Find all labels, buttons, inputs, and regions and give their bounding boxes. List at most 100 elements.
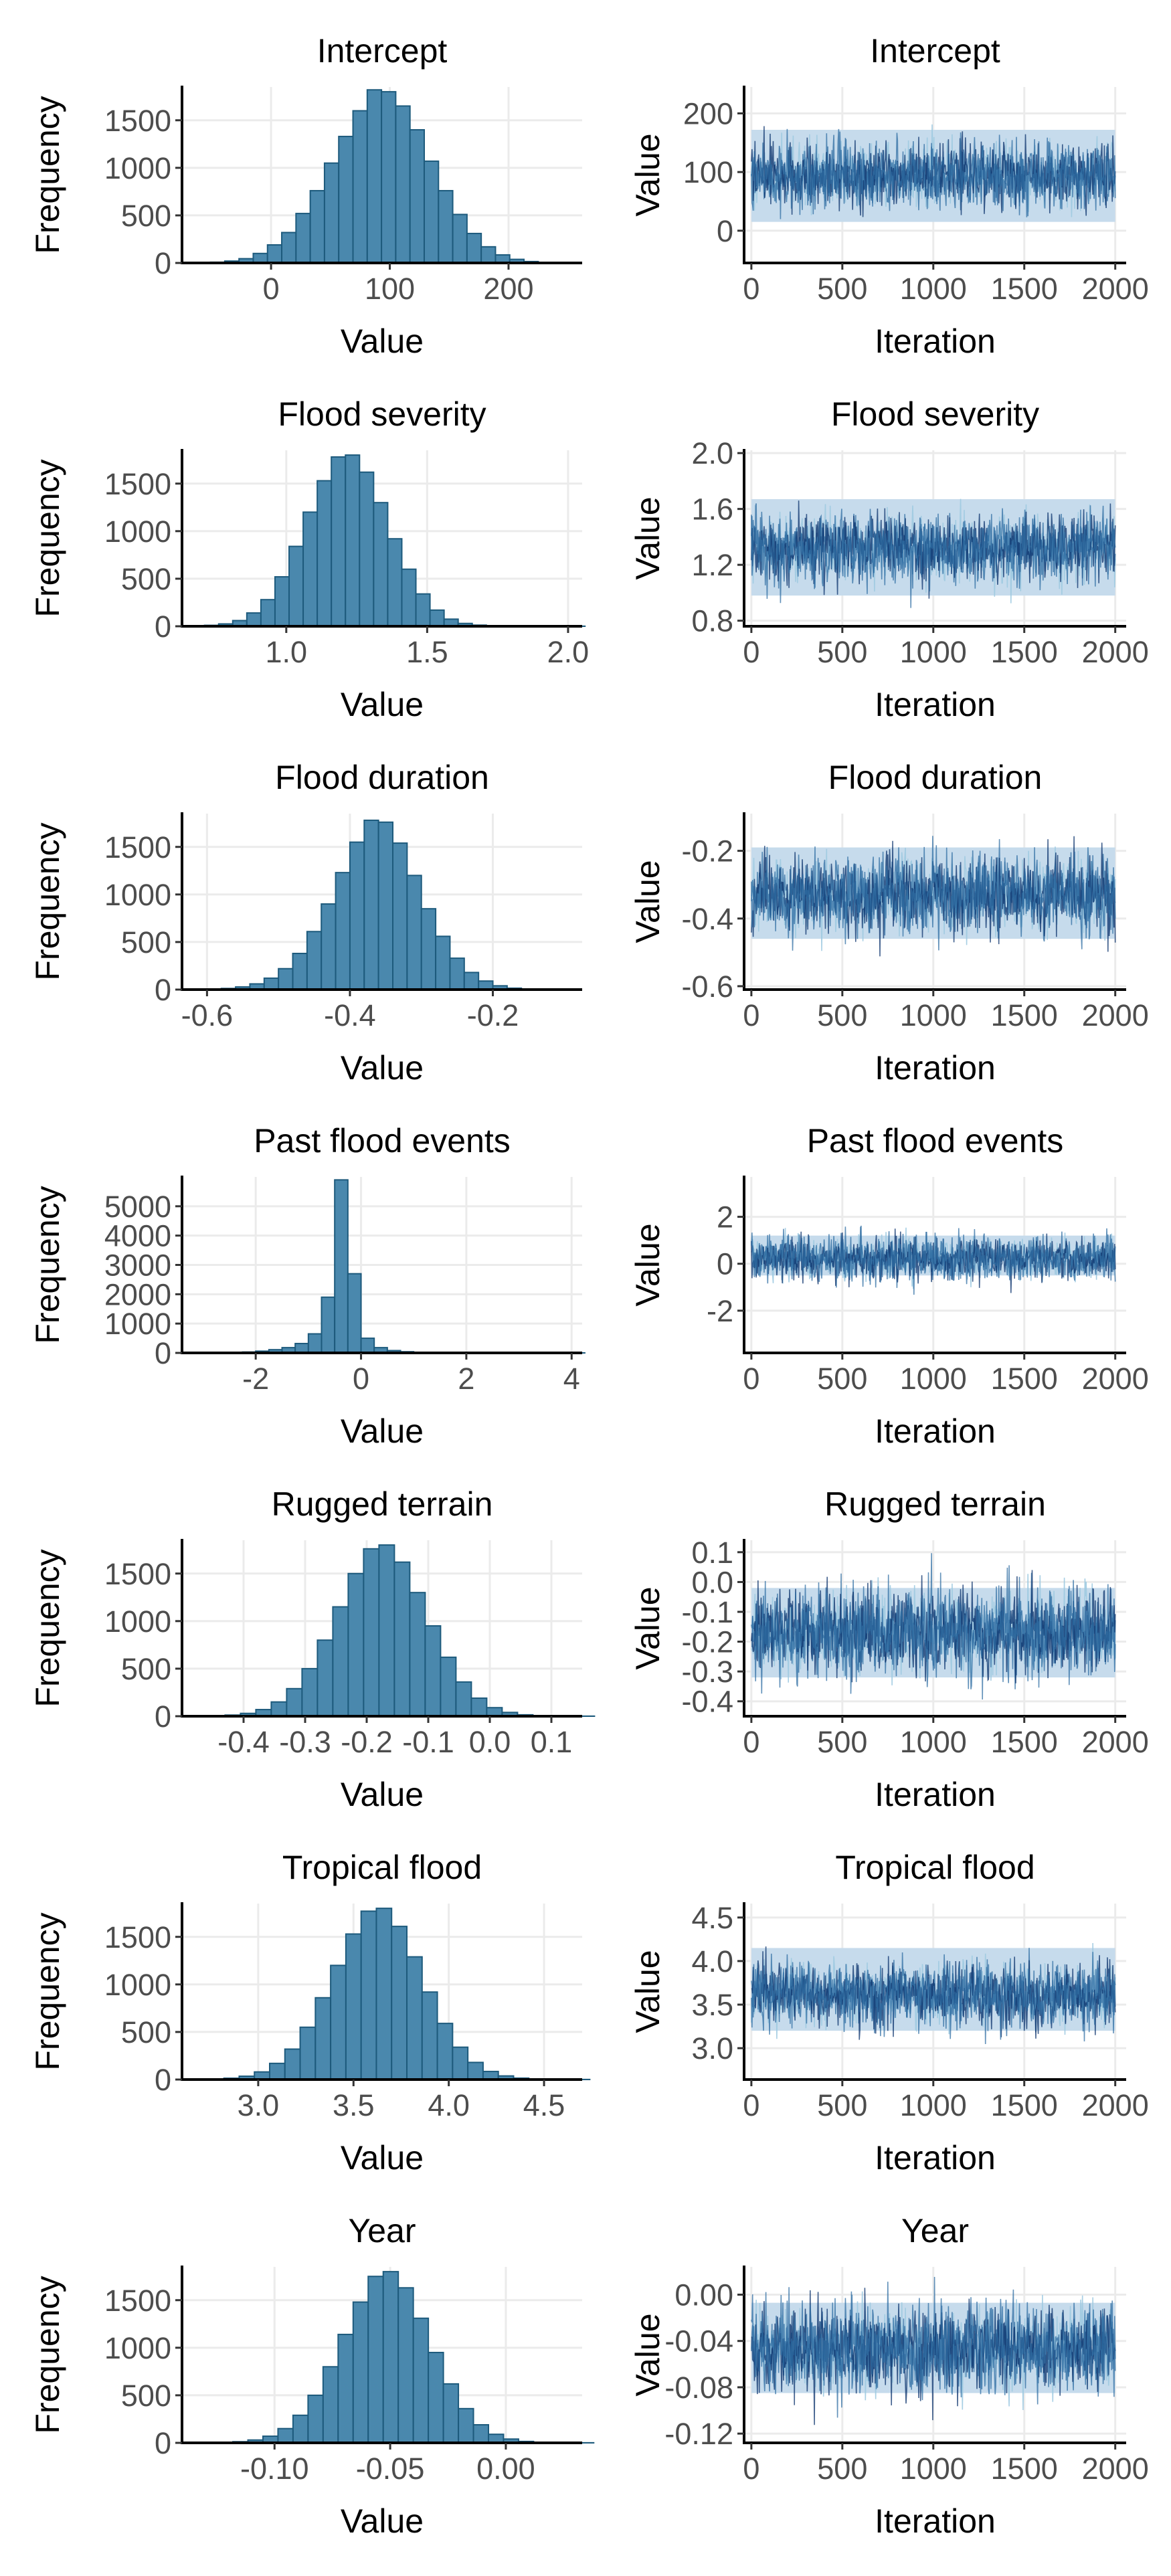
histogram-bar xyxy=(330,1964,347,2081)
histogram-bar xyxy=(455,1681,472,1717)
histogram-bar xyxy=(292,952,308,991)
x-tick-label: -0.3 xyxy=(279,1725,331,1759)
trace-panel-4: 0 500 1000 1500 2000 -0.4-0.3-0.2-0.10.00.1 Ru… xyxy=(629,1485,1149,1813)
x-axis-label: Value xyxy=(341,1412,424,1450)
x-tick-label: 500 xyxy=(817,272,867,306)
histogram-bar xyxy=(421,1991,438,2080)
x-tick-label: 1000 xyxy=(900,272,967,306)
y-axis-label: Frequency xyxy=(29,2276,66,2433)
y-tick-label: 0 xyxy=(155,973,171,1007)
y-tick-label: -0.3 xyxy=(681,1655,733,1689)
histogram-bar xyxy=(347,1572,365,1718)
mcmc-chain-4 xyxy=(751,1952,1116,2045)
histogram-bar xyxy=(367,2276,384,2444)
y-tick-label: -0.1 xyxy=(681,1595,733,1629)
histogram-bar xyxy=(286,1687,303,1717)
histogram-bar xyxy=(363,819,379,990)
x-axis-label: Value xyxy=(341,1776,424,1813)
histogram-bar xyxy=(395,105,411,264)
x-tick-label: 500 xyxy=(817,1725,867,1759)
x-tick-label: 2000 xyxy=(1082,2452,1149,2486)
mcmc-chain-4 xyxy=(751,1226,1116,1288)
histogram-bar xyxy=(470,1697,488,1718)
x-axis-label: Iteration xyxy=(875,323,996,360)
y-tick-label: -0.4 xyxy=(681,1685,733,1719)
histogram-panel-2: -0.6 -0.4 -0.2 0 500 1000 1500 Flood duration Va… xyxy=(29,759,582,1087)
histogram-bar xyxy=(377,821,394,990)
y-tick-label: 500 xyxy=(121,1652,171,1686)
x-tick-label: 0 xyxy=(743,1725,759,1759)
x-tick-label: -0.2 xyxy=(467,998,519,1032)
histogram-bar xyxy=(458,2407,474,2444)
x-axis-label: Iteration xyxy=(875,2502,996,2540)
panel-title: Rugged terrain xyxy=(272,1485,493,1523)
y-axis-label: Frequency xyxy=(29,1186,66,1344)
histogram-bar xyxy=(352,110,368,264)
histogram-bar xyxy=(391,1926,408,2080)
y-tick-label: 1500 xyxy=(104,104,171,138)
y-tick-label: 200 xyxy=(683,96,733,130)
x-tick-label: 0.1 xyxy=(531,1725,573,1759)
x-tick-label: -2 xyxy=(242,1362,269,1396)
y-tick-label: 1500 xyxy=(104,467,171,501)
x-tick-label: 1000 xyxy=(900,2088,967,2122)
histogram-bar xyxy=(423,160,440,264)
histogram-bar xyxy=(321,903,337,991)
histogram-bar xyxy=(277,2427,294,2444)
y-axis-label: Frequency xyxy=(29,1549,66,1707)
y-tick-label: 500 xyxy=(121,199,171,233)
y-axis-label: Value xyxy=(629,2313,666,2396)
histogram-bar xyxy=(452,213,468,264)
histogram-bar xyxy=(472,2423,490,2444)
x-axis-label: Value xyxy=(341,323,424,360)
trace-panel-5: 0 500 1000 1500 2000 3.0 3.5 4.0 4.5 Tropical flo… xyxy=(629,1849,1149,2177)
histogram-panel-4: -0.4 -0.3 -0.2 -0.1 0.0 0.1 0 500 1000 1500 Rugged… xyxy=(29,1485,596,1813)
x-tick-label: -0.2 xyxy=(341,1725,393,1759)
y-tick-label: -0.12 xyxy=(664,2417,733,2451)
histogram-bar xyxy=(429,609,445,628)
x-tick-label: 1500 xyxy=(991,1725,1058,1759)
histogram-bar xyxy=(449,957,465,990)
x-tick-label: 1.0 xyxy=(266,635,308,669)
histogram-bar xyxy=(393,1561,411,1717)
histogram-bar xyxy=(412,2317,430,2444)
histogram-bar xyxy=(452,2046,469,2080)
histogram-bar xyxy=(436,2023,454,2080)
x-axis-label: Iteration xyxy=(875,1412,996,1450)
y-tick-label: 1500 xyxy=(104,830,171,864)
y-tick-label: 1000 xyxy=(104,1307,171,1341)
y-axis-label: Value xyxy=(629,496,666,579)
histogram-bar xyxy=(406,875,422,990)
trace-panel-0: 0 500 1000 1500 2000 0 100 200 Intercept Iteratio… xyxy=(629,32,1149,360)
x-axis-label: Iteration xyxy=(875,2139,996,2177)
histogram-panel-6: -0.10 -0.05 0.00 0 500 1000 1500 Year Value Frequ… xyxy=(29,2212,595,2540)
panel-title: Tropical flood xyxy=(282,1849,482,1886)
y-tick-label: 3.0 xyxy=(691,2031,733,2065)
y-axis-label: Frequency xyxy=(29,1912,66,2070)
x-tick-label: 1000 xyxy=(900,1362,967,1396)
y-tick-label: 3.5 xyxy=(691,1988,733,2022)
y-tick-label: 500 xyxy=(121,925,171,959)
histogram-bar xyxy=(317,1639,334,1717)
x-axis-label: Iteration xyxy=(875,686,996,723)
x-axis-label: Value xyxy=(341,1049,424,1087)
panel-title: Rugged terrain xyxy=(824,1485,1046,1523)
histogram-bar xyxy=(294,1342,309,1354)
histogram-bar xyxy=(260,599,276,627)
mcmc-chain-4 xyxy=(751,508,1116,604)
y-tick-label: -2 xyxy=(707,1294,733,1328)
x-tick-label: 2000 xyxy=(1082,635,1149,669)
histogram-bar xyxy=(307,1333,323,1354)
x-tick-label: 4.5 xyxy=(523,2088,565,2122)
x-tick-label: 1000 xyxy=(900,2452,967,2486)
histogram-bar xyxy=(317,480,333,627)
histogram-bar xyxy=(360,1338,375,1354)
histogram-bar xyxy=(270,1701,288,1718)
histogram-bar xyxy=(420,908,437,990)
x-tick-label: 0 xyxy=(263,272,280,306)
x-tick-label: 1000 xyxy=(900,1725,967,1759)
y-tick-label: 0 xyxy=(717,214,733,248)
y-tick-label: 100 xyxy=(683,155,733,189)
x-tick-label: -0.6 xyxy=(181,998,234,1032)
